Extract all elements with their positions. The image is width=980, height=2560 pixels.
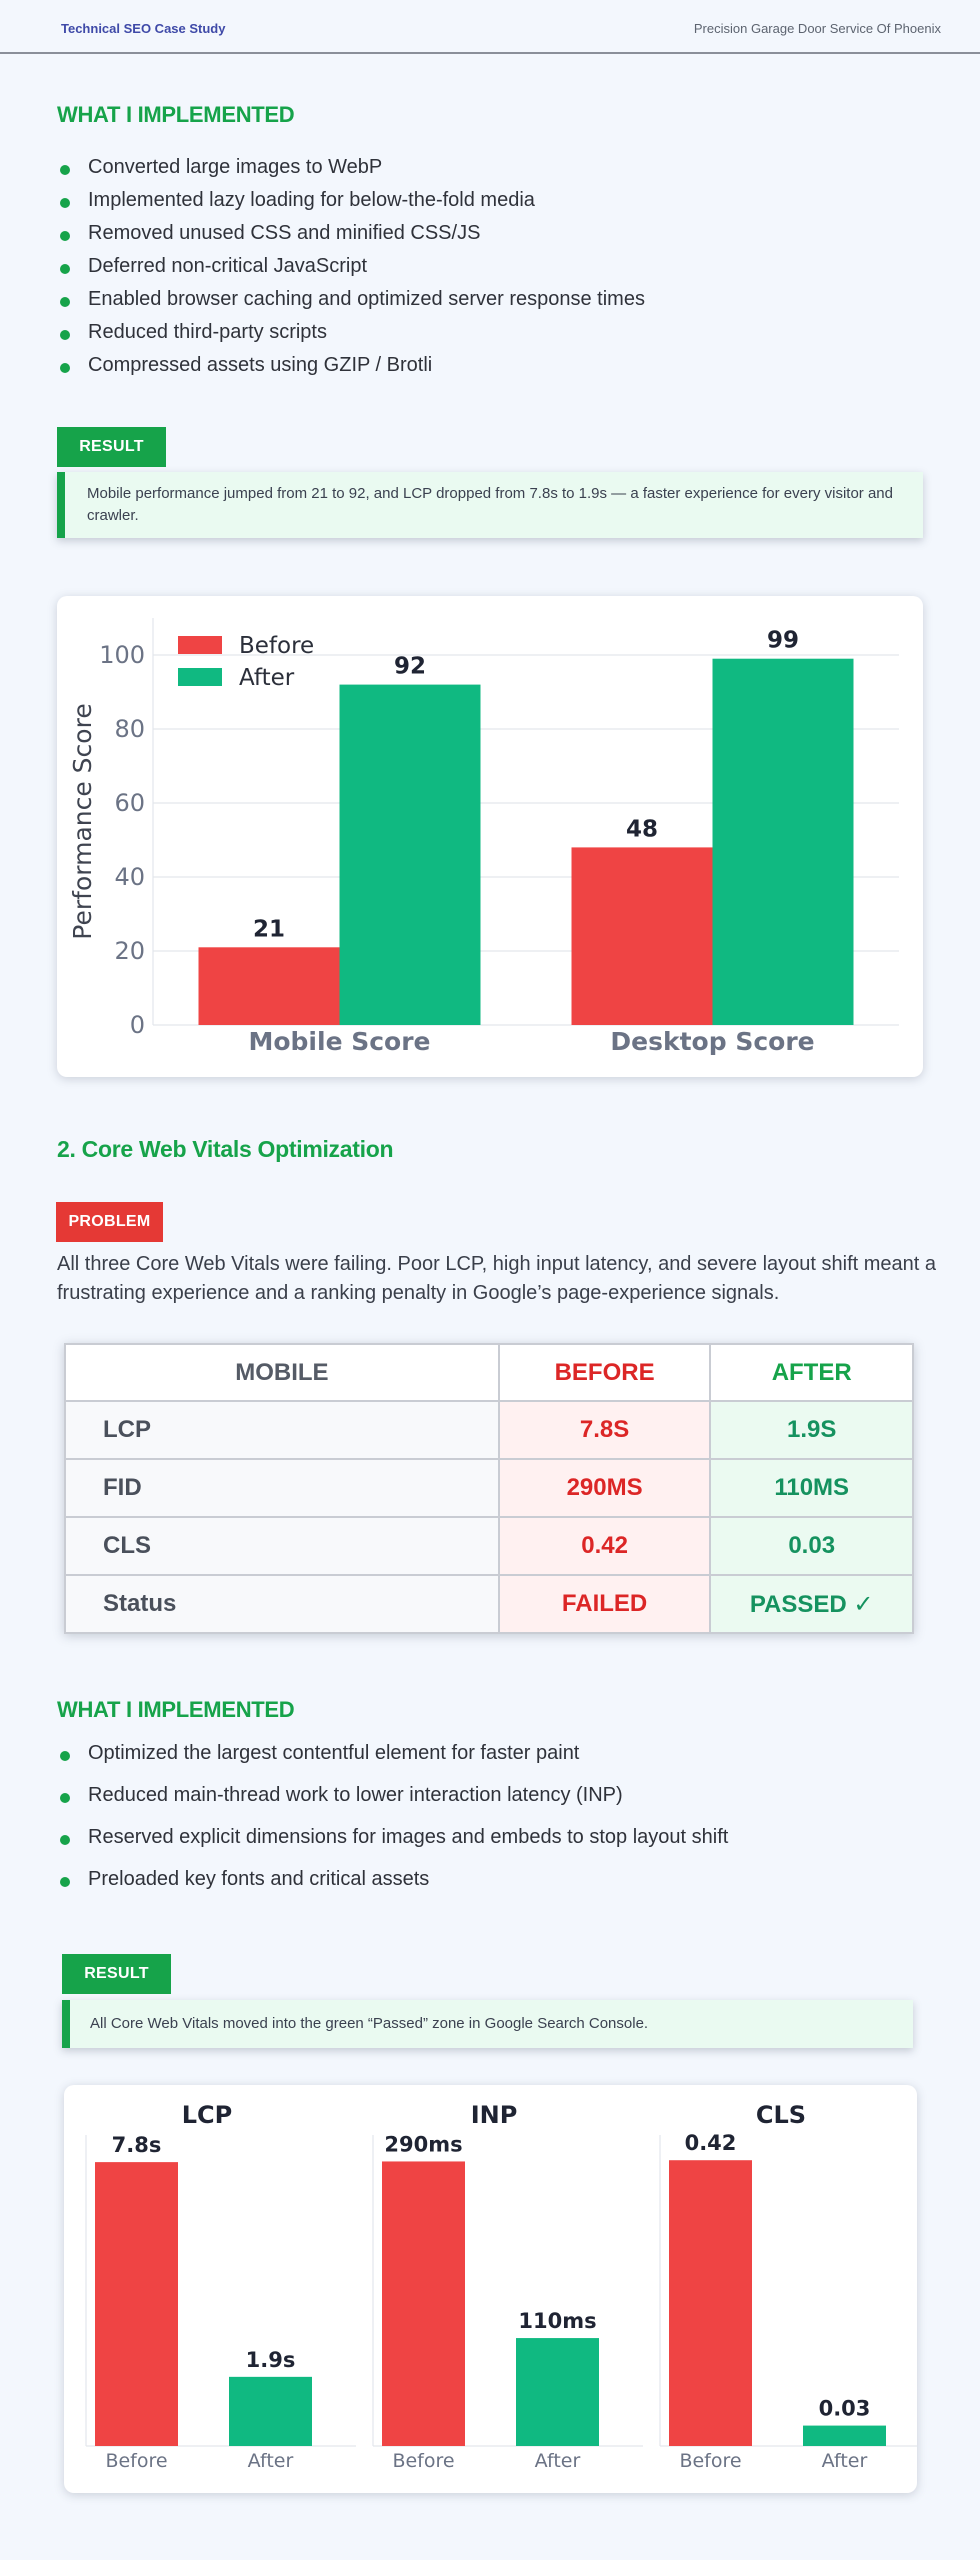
table-header-row: MOBILE BEFORE AFTER	[64, 1343, 914, 1402]
x-tick-label: Before	[679, 2450, 741, 2472]
bar-inp-after	[516, 2338, 599, 2446]
bar-before-mobile	[198, 947, 340, 1025]
bar-after-desktop	[712, 658, 854, 1025]
column-header-before: BEFORE	[497, 1343, 712, 1402]
status-after: PASSED ✓	[709, 1574, 914, 1634]
metric-label: LCP	[64, 1400, 500, 1460]
list-item: Implemented lazy loading for below-the-f…	[57, 189, 645, 222]
y-tick-label: 80	[114, 715, 145, 743]
after-value: 110MS	[709, 1458, 914, 1518]
list-item: Deferred non-critical JavaScript	[57, 255, 645, 288]
bar-after-mobile	[339, 684, 481, 1025]
legend-label: Before	[239, 633, 314, 659]
result-callout-2: All Core Web Vitals moved into the green…	[62, 2000, 913, 2048]
implemented-heading-2: WHAT I IMPLEMENTED	[57, 1697, 295, 1722]
result-tag: RESULT	[57, 427, 166, 467]
table-row: LCP 7.8S 1.9S	[64, 1400, 914, 1460]
result-tag-2: RESULT	[62, 1954, 171, 1994]
table-row: CLS 0.42 0.03	[64, 1516, 914, 1576]
data-label: 0.42	[685, 2131, 737, 2155]
list-item: Optimized the largest contentful element…	[57, 1742, 728, 1784]
x-tick-label: Before	[105, 2450, 167, 2472]
x-tick-label: Before	[392, 2450, 454, 2472]
data-label: 290ms	[384, 2132, 462, 2156]
y-axis-title: Performance Score	[68, 703, 97, 939]
list-item: Enabled browser caching and optimized se…	[57, 288, 645, 321]
implemented-heading: WHAT I IMPLEMENTED	[57, 102, 295, 127]
list-item: Reserved explicit dimensions for images …	[57, 1826, 728, 1868]
table-row: FID 290MS 110MS	[64, 1458, 914, 1518]
performance-chart: 0 20 40 60 80 100 Performance Score 21 92 Mobile …	[68, 618, 899, 1056]
implemented-list-2: Optimized the largest contentful element…	[57, 1742, 728, 1910]
y-tick-label: 100	[99, 641, 145, 669]
legend-label: After	[239, 665, 295, 691]
column-header-after: AFTER	[709, 1343, 914, 1402]
data-label: 110ms	[518, 2309, 596, 2333]
panel-title: INP	[471, 2101, 518, 2129]
list-item: Reduced third-party scripts	[57, 321, 645, 354]
bar-lcp-after	[229, 2376, 312, 2446]
data-label: 1.9s	[246, 2348, 296, 2372]
before-value: 0.42	[497, 1516, 712, 1576]
problem-text: All three Core Web Vitals were failing. …	[57, 1253, 937, 1304]
list-item: Compressed assets using GZIP / Brotli	[57, 354, 645, 387]
problem-tag: PROBLEM	[56, 1202, 163, 1242]
cwv-charts: LCP 7.8s Before 1.9s After INP 290ms Before 110m…	[85, 2101, 930, 2472]
data-label: 99	[767, 628, 799, 654]
result-callout: Mobile performance jumped from 21 to 92,…	[57, 472, 923, 538]
implemented-list: Converted large images to WebP Implement…	[57, 156, 645, 387]
metric-label: FID	[64, 1458, 500, 1518]
bar-lcp-before	[95, 2162, 178, 2446]
section-heading: 2. Core Web Vitals Optimization	[57, 1136, 394, 1162]
header-title: Technical SEO Case Study	[61, 21, 226, 36]
data-label: 48	[626, 816, 658, 842]
table-row: Status FAILED PASSED ✓	[64, 1574, 914, 1634]
core-web-vitals-table: MOBILE BEFORE AFTER LCP 7.8S 1.9S FID 29…	[64, 1343, 914, 1634]
status-before: FAILED	[497, 1574, 712, 1634]
bar-cls-before	[669, 2160, 752, 2446]
metric-label: CLS	[64, 1516, 500, 1576]
x-tick-label: Desktop Score	[610, 1027, 814, 1056]
y-tick-label: 40	[114, 863, 145, 891]
panel-title: LCP	[182, 2101, 233, 2129]
before-value: 7.8S	[497, 1400, 712, 1460]
x-tick-label: After	[822, 2450, 868, 2472]
bar-cls-after	[803, 2425, 886, 2446]
header-client: Precision Garage Door Service Of Phoenix	[693, 21, 941, 36]
list-item: Reduced main-thread work to lower intera…	[57, 1784, 728, 1826]
panel-title: CLS	[756, 2101, 806, 2129]
after-value: 0.03	[709, 1516, 914, 1576]
y-tick-label: 20	[114, 937, 145, 965]
performance-chart-card: 0 20 40 60 80 100 Performance Score 21 92 Mobile …	[57, 596, 923, 1077]
column-header-mobile: MOBILE	[64, 1343, 500, 1402]
y-tick-label: 60	[114, 789, 145, 817]
after-value: 1.9S	[709, 1400, 914, 1460]
list-item: Converted large images to WebP	[57, 156, 645, 189]
bar-before-desktop	[571, 847, 713, 1025]
list-item: Removed unused CSS and minified CSS/JS	[57, 222, 645, 255]
x-tick-label: After	[248, 2450, 294, 2472]
data-label: 92	[394, 654, 426, 680]
bar-inp-before	[382, 2161, 465, 2446]
data-label: 7.8s	[112, 2133, 162, 2157]
data-label: 0.03	[819, 2397, 871, 2421]
legend-swatch-before	[178, 636, 222, 654]
list-item: Preloaded key fonts and critical assets	[57, 1868, 728, 1910]
metric-label: Status	[64, 1574, 500, 1634]
y-tick-label: 0	[130, 1011, 145, 1039]
data-label: 21	[253, 916, 285, 942]
x-tick-label: After	[535, 2450, 581, 2472]
before-value: 290MS	[497, 1458, 712, 1518]
cwv-charts-card: LCP 7.8s Before 1.9s After INP 290ms Before 110m…	[64, 2085, 930, 2493]
legend-swatch-after	[178, 668, 222, 686]
x-tick-label: Mobile Score	[248, 1027, 430, 1056]
page-header: Technical SEO Case Study Precision Garag…	[0, 0, 980, 54]
